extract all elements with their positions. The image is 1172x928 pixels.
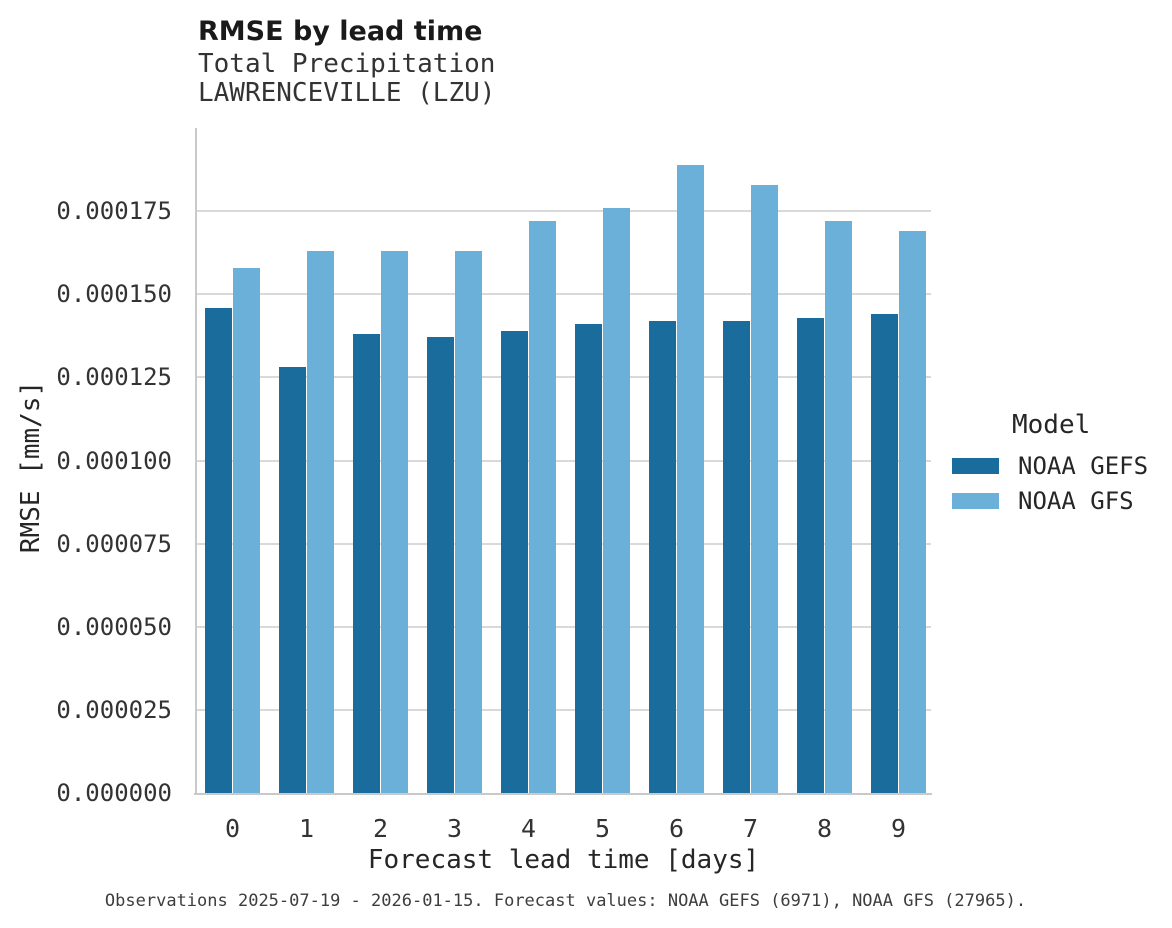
bar-noaa-gfs-lead-0 bbox=[233, 267, 260, 793]
xtick-label-6: 6 bbox=[668, 814, 685, 843]
bar-noaa-gfs-lead-8 bbox=[825, 221, 852, 793]
bar-noaa-gefs-lead-0 bbox=[205, 307, 232, 793]
ytick-label-0.000025: 0.000025 bbox=[56, 695, 172, 724]
legend-title: Model bbox=[1012, 410, 1091, 440]
bar-noaa-gfs-lead-2 bbox=[381, 251, 408, 793]
xtick-label-3: 3 bbox=[446, 814, 463, 843]
bar-noaa-gfs-lead-3 bbox=[455, 251, 482, 793]
ytick-label-0.000000: 0.000000 bbox=[56, 779, 172, 807]
chart-subtitle-line2: LAWRENCEVILLE (LZU) bbox=[198, 78, 496, 108]
bar-noaa-gefs-lead-9 bbox=[871, 314, 898, 793]
xtick-label-0: 0 bbox=[224, 814, 241, 843]
ytick-label-0.000050: 0.000050 bbox=[56, 612, 172, 641]
legend-entry-noaa-gfs: NOAA GFS bbox=[952, 487, 1167, 515]
xtick-label-5: 5 bbox=[594, 814, 611, 843]
legend: Model NOAA GEFS NOAA GFS bbox=[952, 410, 1167, 515]
bar-noaa-gefs-lead-5 bbox=[575, 324, 602, 793]
xtick-label-4: 4 bbox=[520, 814, 537, 843]
bar-noaa-gefs-lead-3 bbox=[427, 337, 454, 793]
bar-noaa-gfs-lead-4 bbox=[529, 221, 556, 793]
bar-noaa-gfs-lead-6 bbox=[677, 164, 704, 793]
y-axis-title: RMSE [mm/s] bbox=[16, 380, 46, 554]
x-axis-line bbox=[194, 793, 932, 795]
chart-subtitle: Total Precipitation LAWRENCEVILLE (LZU) bbox=[198, 50, 495, 108]
gridline-y-0.000075 bbox=[196, 542, 931, 545]
plot-area bbox=[194, 128, 932, 795]
xtick-label-2: 2 bbox=[372, 814, 389, 843]
bar-noaa-gefs-lead-7 bbox=[723, 320, 750, 793]
y-axis-line bbox=[195, 128, 197, 795]
bar-noaa-gfs-lead-9 bbox=[899, 231, 926, 793]
legend-swatch-noaa-gfs bbox=[952, 493, 999, 509]
legend-swatch-noaa-gefs bbox=[952, 458, 999, 474]
gridline-y-0.000175 bbox=[196, 210, 931, 213]
ytick-label-0.000150: 0.000150 bbox=[56, 280, 172, 309]
legend-label-noaa-gfs: NOAA GFS bbox=[1018, 487, 1134, 515]
bar-noaa-gefs-lead-2 bbox=[353, 334, 380, 793]
bar-noaa-gfs-lead-5 bbox=[603, 207, 630, 793]
chart-subtitle-line1: Total Precipitation bbox=[198, 49, 496, 79]
bar-noaa-gfs-lead-1 bbox=[307, 251, 334, 793]
gridline-y-0.000150 bbox=[196, 293, 931, 296]
legend-label-noaa-gefs: NOAA GEFS bbox=[1018, 452, 1149, 480]
caption: Observations 2025-07-19 - 2026-01-15. Fo… bbox=[104, 891, 1027, 911]
bar-noaa-gefs-lead-8 bbox=[797, 317, 824, 793]
ytick-label-0.000100: 0.000100 bbox=[56, 446, 172, 475]
x-axis-title: Forecast lead time [days] bbox=[367, 845, 760, 875]
gridline-y-0.000050 bbox=[196, 625, 931, 628]
gridline-y-0.000025 bbox=[196, 708, 931, 711]
chart-title: RMSE by lead time bbox=[198, 16, 483, 47]
bar-noaa-gefs-lead-6 bbox=[649, 320, 676, 793]
bar-noaa-gefs-lead-1 bbox=[279, 367, 306, 793]
ytick-label-0.000175: 0.000175 bbox=[56, 197, 172, 226]
xtick-label-7: 7 bbox=[742, 814, 759, 843]
xtick-label-8: 8 bbox=[816, 814, 833, 843]
bar-noaa-gfs-lead-7 bbox=[751, 184, 778, 793]
xtick-label-1: 1 bbox=[298, 814, 315, 843]
gridline-y-0.000125 bbox=[196, 376, 931, 379]
ytick-label-0.000075: 0.000075 bbox=[56, 529, 172, 558]
xtick-label-9: 9 bbox=[890, 814, 907, 843]
bar-noaa-gefs-lead-4 bbox=[501, 330, 528, 793]
ytick-label-0.000125: 0.000125 bbox=[56, 363, 172, 392]
gridline-y-0.000100 bbox=[196, 459, 931, 462]
legend-entry-noaa-gefs: NOAA GEFS bbox=[952, 452, 1167, 480]
